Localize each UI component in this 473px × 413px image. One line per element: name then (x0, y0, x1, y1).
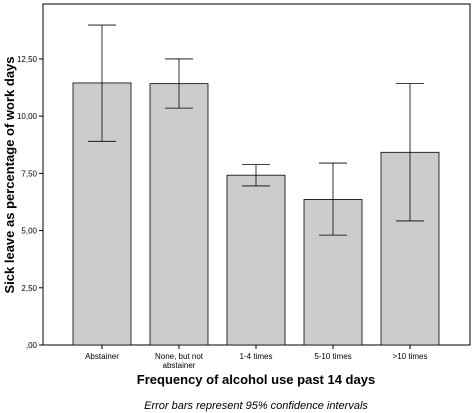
bar (226, 174, 286, 346)
x-category-label: 5-10 times (314, 352, 351, 361)
error-bars (88, 24, 424, 236)
y-tick-label: 5,00 (21, 227, 37, 236)
y-tick-label: ,00 (26, 341, 38, 350)
bar (149, 83, 209, 346)
x-category-label: >10 times (393, 352, 428, 361)
x-category-label: Abstainer (85, 352, 119, 361)
y-tick-label: 10,00 (17, 112, 38, 121)
footnote: Error bars represent 95% confidence inte… (144, 400, 368, 412)
x-axis-title: Frequency of alcohol use past 14 days (137, 372, 375, 387)
y-axis-ticks: ,00 2,50 5,00 7,50 10,00 12,50 (17, 55, 43, 350)
y-tick-label: 12,50 (17, 55, 38, 64)
x-category-label: None, but not (155, 352, 204, 361)
x-category-label: 1-4 times (240, 352, 273, 361)
y-tick-label: 7,50 (21, 169, 37, 178)
y-tick-label: 2,50 (21, 284, 37, 293)
x-category-label: abstainer (163, 361, 196, 370)
y-axis-title: Sick leave as percentage of work days (2, 56, 17, 293)
